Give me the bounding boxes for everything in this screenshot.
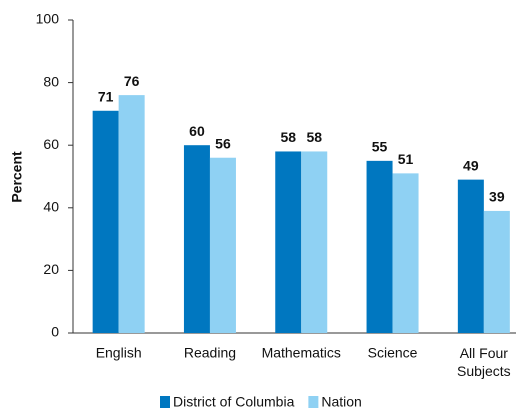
value-label: 76 [124, 73, 140, 89]
y-tick-label: 0 [51, 324, 59, 340]
value-label: 60 [189, 123, 205, 139]
value-label: 55 [372, 139, 388, 155]
legend-label: Nation [321, 394, 361, 409]
bar [118, 95, 145, 334]
legend-label: District of Columbia [173, 394, 295, 409]
bar [275, 151, 302, 333]
bar [366, 160, 393, 333]
y-tick-label: 80 [43, 73, 59, 89]
y-tick-label: 60 [43, 136, 59, 152]
value-label: 71 [98, 88, 114, 104]
x-tick-label: Mathematics [262, 345, 341, 361]
value-label: 49 [463, 157, 479, 173]
value-label: 56 [215, 135, 231, 151]
bar [392, 173, 419, 333]
value-label: 39 [489, 189, 505, 205]
legend-swatch [160, 396, 170, 408]
bar [183, 145, 210, 333]
y-tick-label: 20 [43, 261, 59, 277]
y-axis-label: Percent [9, 151, 25, 203]
value-label: 51 [398, 151, 414, 167]
bar [301, 151, 328, 333]
bar [457, 179, 484, 333]
x-tick-label: English [96, 345, 142, 361]
y-tick-label: 40 [43, 199, 59, 215]
legend-swatch [308, 396, 319, 408]
y-tick-label: 100 [36, 11, 60, 27]
bar [483, 210, 510, 333]
x-tick-label: Science [368, 345, 418, 361]
bar [209, 157, 236, 333]
value-label: 58 [280, 129, 296, 145]
x-tick-label: All Four Subjects [457, 345, 511, 379]
x-tick-label: Reading [184, 345, 236, 361]
value-label: 58 [306, 129, 322, 145]
bar [92, 110, 119, 334]
